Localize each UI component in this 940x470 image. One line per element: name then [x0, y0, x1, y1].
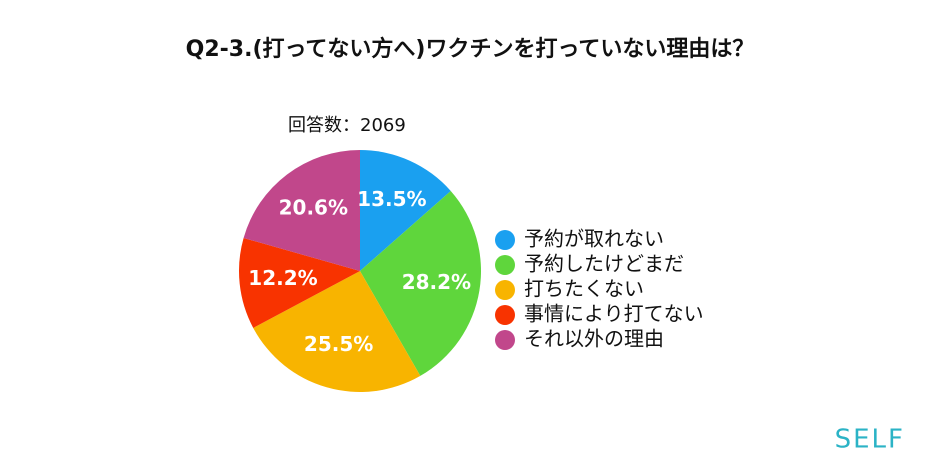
- data-label: 28.2%: [402, 270, 471, 294]
- legend-label: 予約が取れない: [524, 227, 664, 251]
- logo: SELF: [835, 425, 905, 455]
- legend-label: それ以外の理由: [524, 327, 664, 351]
- chart-subtitle: 回答数：2069: [288, 115, 406, 136]
- data-label: 25.5%: [304, 332, 373, 356]
- legend-marker: [495, 255, 515, 275]
- legend-label: 打ちたくない: [524, 277, 644, 301]
- legend-marker: [495, 230, 515, 250]
- pie-slice: [243, 150, 360, 271]
- legend-marker: [495, 330, 515, 350]
- legend-label: 予約したけどまだ: [524, 252, 684, 276]
- pie-slice: [360, 150, 451, 271]
- data-label: 12.2%: [248, 266, 317, 290]
- pie-slice: [238, 237, 360, 328]
- pie-slice: [360, 190, 481, 376]
- data-label: 20.6%: [279, 196, 348, 220]
- pie-slice: [253, 271, 421, 392]
- chart-title: Q2-3.(打ってない方へ)ワクチンを打っていない理由は？: [186, 36, 755, 62]
- legend-marker: [495, 280, 515, 300]
- legend-marker: [495, 305, 515, 325]
- legend-label: 事情により打てない: [524, 302, 704, 326]
- data-label: 13.5%: [357, 187, 426, 211]
